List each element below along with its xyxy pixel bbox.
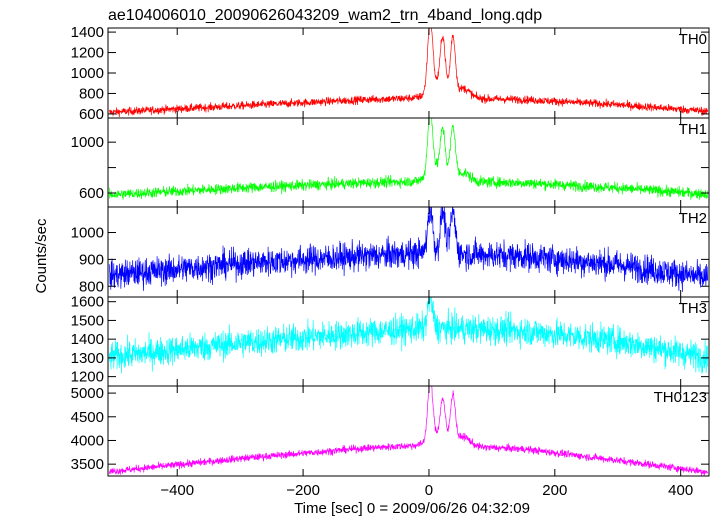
y-tick-label: 1000	[71, 225, 104, 242]
panel-th0: 600 800 1000 1200 1400 TH0	[71, 24, 710, 123]
panel-label: TH2	[679, 210, 707, 227]
x-tick-label: −400	[160, 482, 194, 499]
y-tick-label: 1300	[71, 350, 104, 367]
y-tick-label: 1500	[71, 312, 104, 329]
y-tick-label: 1000	[71, 65, 104, 82]
x-tick-label: 200	[542, 482, 567, 499]
y-tick-label: 600	[79, 106, 104, 123]
y-tick-label: 1400	[71, 331, 104, 348]
y-tick-label: 1200	[71, 45, 104, 62]
panel-label: TH1	[679, 121, 707, 138]
plot-panels: 600 800 1000 1200 1400 TH0 600 1000 TH1 800 900 100…	[71, 24, 710, 499]
y-tick-label: 1200	[71, 369, 104, 386]
y-tick-label: 4000	[71, 432, 104, 449]
y-tick-label: 800	[79, 85, 104, 102]
y-tick-label: 1600	[71, 294, 104, 311]
panel-label: TH3	[679, 300, 707, 317]
x-tick-label: 0	[425, 482, 433, 499]
y-tick-label: 1000	[71, 134, 104, 151]
series-line-th0123	[108, 386, 708, 476]
panel-label: TH0123	[654, 389, 707, 406]
y-tick-label: 800	[79, 278, 104, 295]
y-tick-label: 5000	[71, 385, 104, 402]
y-tick-label: 900	[79, 251, 104, 268]
x-tick-label: 400	[668, 482, 693, 499]
series-line-th3	[108, 297, 708, 374]
y-tick-label: 1400	[71, 24, 104, 41]
series-line-th2	[108, 207, 708, 292]
panel-th0123: 3500 4000 4500 5000 TH0123	[71, 385, 710, 477]
panel-frame	[107, 385, 710, 477]
x-tick-label: −200	[286, 482, 320, 499]
panel-th2: 800 900 1000 TH2	[71, 206, 710, 298]
y-tick-label: 600	[79, 185, 104, 202]
y-tick-label: 3500	[71, 456, 104, 473]
chart-title: ae104006010_20090626043209_wam2_trn_4ban…	[108, 7, 542, 24]
series-line-th1	[108, 118, 708, 200]
y-tick-label: 4500	[71, 409, 104, 426]
y-axis-label: Counts/sec	[33, 218, 50, 294]
x-axis-label: Time [sec] 0 = 2009/06/26 04:32:09	[294, 500, 530, 516]
series-line-th0	[108, 28, 708, 118]
panel-label: TH0	[679, 31, 707, 48]
panel-th1: 600 1000 TH1	[71, 117, 710, 208]
